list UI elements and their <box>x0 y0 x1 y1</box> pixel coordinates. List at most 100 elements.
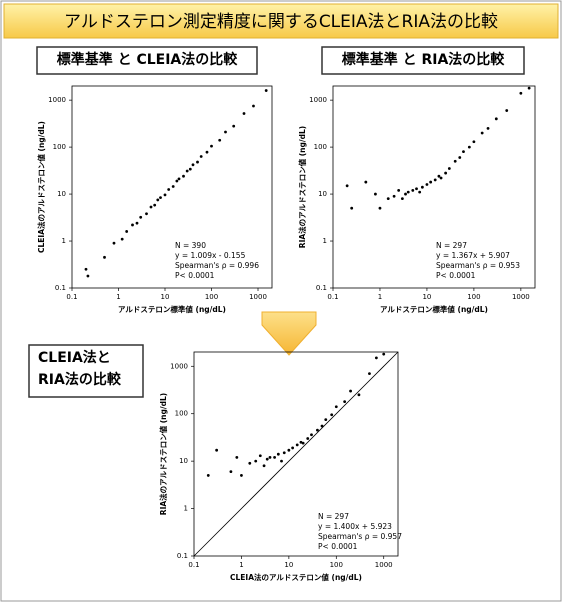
x-tick-label: 100 <box>467 293 480 301</box>
y-tick-label: 0.1 <box>177 552 188 560</box>
point <box>159 196 162 200</box>
annotation: N = 297 <box>436 241 467 250</box>
point <box>374 356 378 360</box>
point <box>494 117 498 121</box>
point <box>112 241 116 245</box>
plot-area <box>332 85 536 289</box>
x-tick-label: 1000 <box>512 293 530 301</box>
point <box>229 470 233 474</box>
y-tick-label: 100 <box>314 143 327 151</box>
point <box>232 124 236 128</box>
point <box>199 155 203 158</box>
point <box>171 185 175 188</box>
point <box>444 171 448 175</box>
x-tick-label: 1 <box>378 293 382 301</box>
point <box>320 424 324 428</box>
point <box>453 159 457 163</box>
x-axis-label: アルドステロン標準値 (ng/dL) <box>118 304 226 314</box>
annotation: N = 390 <box>175 241 206 250</box>
chart-title: CLEIA法と <box>38 349 111 366</box>
x-tick-label: 1 <box>116 293 120 301</box>
y-tick-label: 1 <box>62 237 66 245</box>
x-tick-label: 100 <box>205 293 218 301</box>
point <box>240 474 243 477</box>
point <box>252 104 255 108</box>
point <box>505 109 509 112</box>
point <box>472 140 476 144</box>
annotation: y = 1.400x + 5.923 <box>318 522 392 531</box>
point <box>447 167 451 170</box>
point <box>433 178 437 182</box>
point <box>287 448 291 452</box>
y-tick-label: 1000 <box>309 96 327 104</box>
x-tick-label: 0.1 <box>66 293 77 301</box>
point <box>145 212 148 216</box>
point <box>425 183 429 186</box>
point <box>149 205 153 209</box>
point <box>458 156 462 159</box>
y-tick-label: 10 <box>318 190 327 198</box>
point <box>258 454 262 458</box>
x-tick-label: 1000 <box>249 293 267 301</box>
x-axis-label: アルドステロン標準値 (ng/dL) <box>380 304 488 314</box>
x-tick-label: 10 <box>284 561 293 569</box>
point <box>262 464 266 468</box>
point <box>264 89 268 92</box>
point <box>420 185 424 189</box>
point <box>519 91 523 95</box>
point <box>135 221 139 225</box>
point <box>139 215 143 219</box>
point <box>185 169 189 173</box>
title-banner <box>3 3 559 39</box>
point <box>291 446 295 450</box>
point <box>527 86 531 90</box>
point <box>254 459 258 463</box>
point <box>177 177 181 181</box>
point <box>480 131 484 135</box>
x-tick-label: 100 <box>330 561 343 569</box>
y-axis-label: RIA法のアルドステロン値 (ng/dL) <box>158 393 168 515</box>
point <box>215 448 219 452</box>
y-tick-label: 0.1 <box>316 284 327 292</box>
y-tick-label: 0.1 <box>55 284 66 292</box>
point <box>330 413 334 417</box>
point <box>406 190 410 194</box>
point <box>210 144 213 148</box>
point <box>324 418 328 422</box>
x-tick-label: 10 <box>161 293 170 301</box>
point <box>418 190 422 194</box>
point <box>235 455 239 459</box>
point <box>280 459 283 463</box>
point <box>299 440 303 444</box>
y-axis-label: RIA法のアルドステロン値 (ng/dL) <box>297 126 307 248</box>
point <box>103 255 106 259</box>
point <box>175 179 179 183</box>
point <box>273 455 276 459</box>
point <box>248 461 252 465</box>
chart-title: 標準基準 と CLEIA法の比較 <box>57 51 239 68</box>
identity-line <box>193 351 399 557</box>
point <box>218 138 222 142</box>
point <box>295 443 299 447</box>
point <box>357 393 361 397</box>
x-tick-label: 0.1 <box>327 293 338 301</box>
point <box>163 193 167 197</box>
annotation: Spearman's ρ = 0.996 <box>175 261 259 270</box>
y-tick-label: 1 <box>323 237 327 245</box>
point <box>191 163 195 167</box>
page-title: アルドステロン測定精度に関するCLEIA法とRIA法の比較 <box>64 12 498 32</box>
point <box>316 428 319 432</box>
y-tick-label: 1000 <box>48 96 66 104</box>
point <box>205 150 209 154</box>
point <box>392 194 396 198</box>
arrow <box>261 311 317 356</box>
x-tick-label: 1 <box>239 561 243 569</box>
point <box>404 192 407 196</box>
point <box>374 192 377 196</box>
x-tick-label: 10 <box>422 293 431 301</box>
annotation: P< 0.0001 <box>175 271 215 280</box>
point <box>350 206 354 210</box>
point <box>345 184 349 188</box>
